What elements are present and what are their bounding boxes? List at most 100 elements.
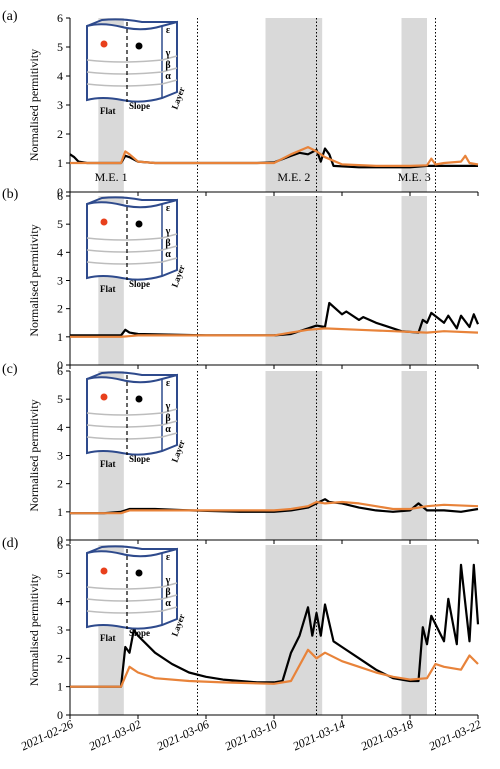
y-tick-label: 5 (57, 217, 63, 231)
inset-layer-symbol: γ (165, 48, 171, 59)
y-tick-label: 1 (57, 505, 63, 519)
x-tick-label: 2021-03-06 (155, 717, 212, 753)
inset-slope-label: Slope (129, 279, 150, 289)
y-axis-label: Normalised permitivity (27, 224, 41, 336)
y-tick-label: 2 (57, 302, 63, 316)
inset-slope-label: Slope (129, 628, 150, 638)
inset-layer-symbol: ε (166, 203, 171, 214)
x-tick-label: 2021-03-14 (291, 717, 348, 753)
inset-layer-symbol: β (165, 587, 170, 598)
slope-dot (135, 220, 143, 228)
flat-dot (100, 40, 108, 48)
inset-layer-symbol: ε (166, 552, 171, 563)
slope-dot (135, 395, 143, 403)
inset-layer-symbol: α (165, 71, 171, 82)
inset-layer-symbol: β (165, 238, 170, 249)
inset-layer-symbol: γ (165, 575, 171, 586)
inset-layer-line (86, 233, 178, 241)
flat-dot (100, 218, 108, 226)
panel-0: 0 1 2 3 4 5 6 Normalised permitivity (a) M.E. 1 M.… (2, 9, 479, 199)
x-tick-label: 2021-03-18 (359, 717, 416, 753)
y-tick-label: 2 (57, 477, 63, 491)
panel-label: (d) (2, 536, 19, 551)
series-line-flat (70, 500, 479, 515)
y-tick-label: 6 (57, 538, 63, 552)
y-tick-label: 3 (57, 449, 63, 463)
inset-layer-line (86, 582, 178, 590)
inset-top-edge (86, 196, 177, 205)
event-label: M.E. 1 (95, 170, 128, 184)
series-line-flat (70, 146, 479, 167)
inset-layer-line (86, 408, 178, 416)
inset-layer-symbol: α (165, 598, 171, 609)
panel-label: (c) (2, 362, 18, 377)
y-tick-label: 3 (57, 98, 63, 112)
y-tick-label: 6 (57, 189, 63, 203)
x-tick-label: 2021-03-22 (427, 717, 484, 753)
y-tick-label: 6 (57, 11, 63, 25)
y-tick-label: 3 (57, 274, 63, 288)
inset-top-edge (86, 18, 177, 27)
x-tick-label: 2021-03-02 (87, 717, 144, 753)
panel-1: 0 1 2 3 4 5 6 Normalised permitivity (b) ε γβα Flat… (2, 187, 480, 372)
inset-top-edge (86, 371, 177, 380)
panel-label: (b) (2, 187, 19, 202)
y-tick-label: 0 (57, 533, 63, 547)
y-tick-label: 0 (57, 708, 63, 722)
inset-layer-symbol: β (165, 60, 170, 71)
x-tick-label: 2021-02-26 (19, 717, 76, 753)
y-tick-label: 5 (57, 40, 63, 54)
x-tick-label: 2021-03-10 (223, 717, 280, 753)
inset-layer-symbol: β (165, 413, 170, 424)
y-tick-label: 4 (57, 595, 63, 609)
y-tick-label: 5 (57, 392, 63, 406)
shaded-period-1 (265, 371, 323, 540)
y-tick-label: 0 (57, 185, 63, 199)
slope-dot (135, 569, 143, 577)
y-tick-label: 1 (57, 330, 63, 344)
inset-slope-label: Slope (129, 101, 150, 111)
y-tick-label: 0 (57, 358, 63, 372)
inset-layer-symbol: γ (165, 401, 171, 412)
series-line-slope (70, 563, 480, 688)
y-tick-label: 2 (57, 127, 63, 141)
shaded-period-1 (265, 18, 323, 192)
event-label: M.E. 3 (398, 170, 431, 184)
y-axis-label: Normalised permitivity (27, 574, 41, 686)
shaded-period-2 (401, 18, 427, 192)
inset-flat-label: Flat (100, 459, 116, 469)
inset-flat-label: Flat (100, 633, 116, 643)
y-tick-label: 3 (57, 623, 63, 637)
inset-layer-symbol: ε (166, 378, 171, 389)
flat-dot (100, 393, 108, 401)
series-line-slope (70, 498, 479, 515)
panel-2: 0 1 2 3 4 5 6 Normalised permitivity (c) ε γβα Flat… (2, 362, 479, 547)
y-tick-label: 6 (57, 364, 63, 378)
shaded-period-2 (401, 371, 427, 540)
inset-layer-symbol: ε (166, 25, 171, 36)
inset-layer-symbol: α (165, 424, 171, 435)
inset-slope-label: Slope (129, 454, 150, 464)
inset-flat-label: Flat (100, 106, 116, 116)
panel-3: 0 1 2 3 4 5 6 Normalised permitivity (d) ε γβα Flat… (2, 536, 480, 722)
shaded-period-2 (401, 196, 427, 365)
inset-flat-label: Flat (100, 284, 116, 294)
shaded-period-1 (265, 196, 323, 365)
event-label: M.E. 2 (277, 170, 310, 184)
inset-layer-symbol: γ (165, 226, 171, 237)
slope-dot (135, 42, 143, 50)
inset-layer-line (86, 55, 178, 63)
y-tick-label: 1 (57, 156, 63, 170)
y-tick-label: 2 (57, 651, 63, 665)
panel-label: (a) (2, 9, 18, 24)
series-line-flat (70, 327, 479, 338)
series-line-flat (70, 648, 479, 688)
y-tick-label: 5 (57, 566, 63, 580)
flat-dot (100, 567, 108, 575)
y-tick-label: 4 (57, 245, 63, 259)
